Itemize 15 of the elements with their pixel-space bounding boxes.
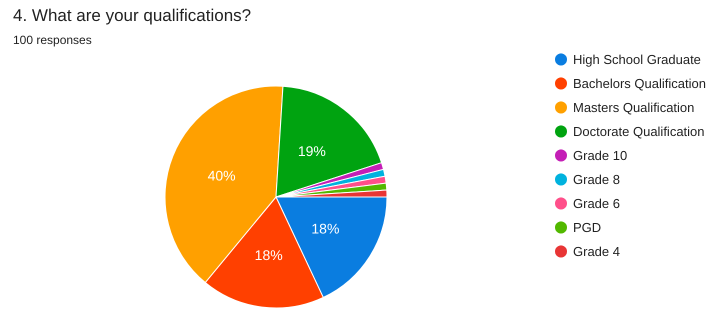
legend-label: Doctorate Qualification [573,124,705,139]
data-label: 18% [254,247,283,264]
data-label: 40% [208,167,236,184]
legend-label: Grade 6 [573,196,620,211]
data-label: 18% [311,220,340,236]
legend-label: Masters Qualification [573,100,694,115]
legend-label: Grade 8 [573,172,620,187]
legend-label: High School Graduate [573,52,701,67]
data-label: 19% [298,142,326,159]
text: 100 responses [13,33,92,47]
legend-label: Bachelors Qualification [573,76,706,91]
legend-label: Grade 10 [573,148,628,163]
legend-label: Grade 4 [573,244,620,259]
chart-title: 4. What are your qualifications? [13,6,252,25]
legend-label: PGD [573,220,602,235]
